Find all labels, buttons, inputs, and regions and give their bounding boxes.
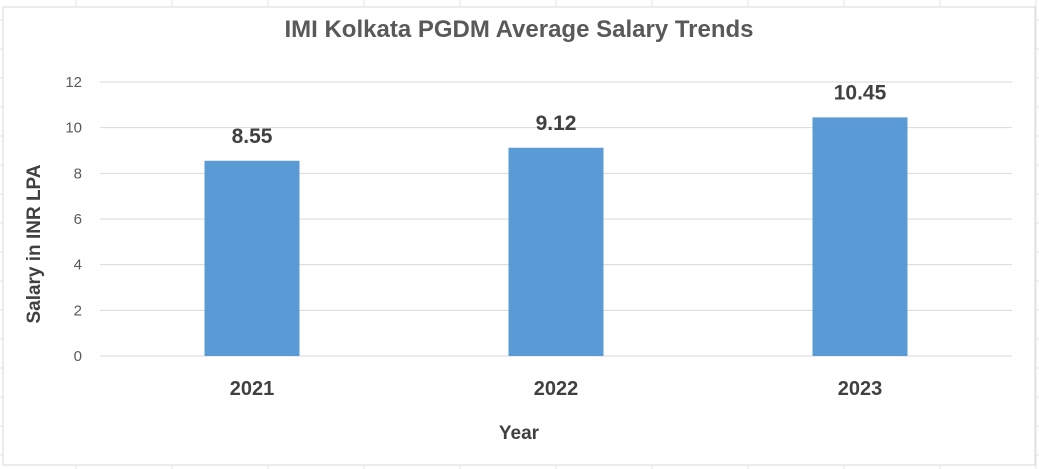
bar-2021[interactable] (204, 160, 300, 356)
data-label: 8.55 (232, 125, 273, 148)
y-tick-label: 2 (74, 302, 82, 319)
y-axis-ticks: 0 2 4 6 8 10 12 (65, 74, 82, 365)
data-label: 10.45 (834, 81, 887, 104)
y-axis-label: Salary in INR LPA (24, 164, 45, 323)
x-axis-label: Year (499, 423, 540, 444)
y-tick-label: 10 (65, 120, 82, 137)
x-tick-label: 2021 (230, 378, 275, 400)
y-tick-label: 6 (74, 211, 82, 228)
chart-title: IMI Kolkata PGDM Average Salary Trends (284, 16, 753, 43)
bar-2022[interactable] (508, 147, 604, 356)
x-tick-label: 2022 (534, 378, 579, 400)
x-tick-label: 2023 (838, 378, 883, 400)
y-tick-label: 4 (74, 257, 82, 274)
data-label: 9.12 (536, 112, 577, 135)
bars: 8.55 2021 9.12 2022 10.45 2023 (204, 81, 908, 400)
y-tick-label: 8 (74, 165, 82, 182)
y-tick-label: 12 (65, 74, 82, 91)
y-tick-label: 0 (74, 348, 82, 365)
bar-2023[interactable] (812, 117, 908, 357)
